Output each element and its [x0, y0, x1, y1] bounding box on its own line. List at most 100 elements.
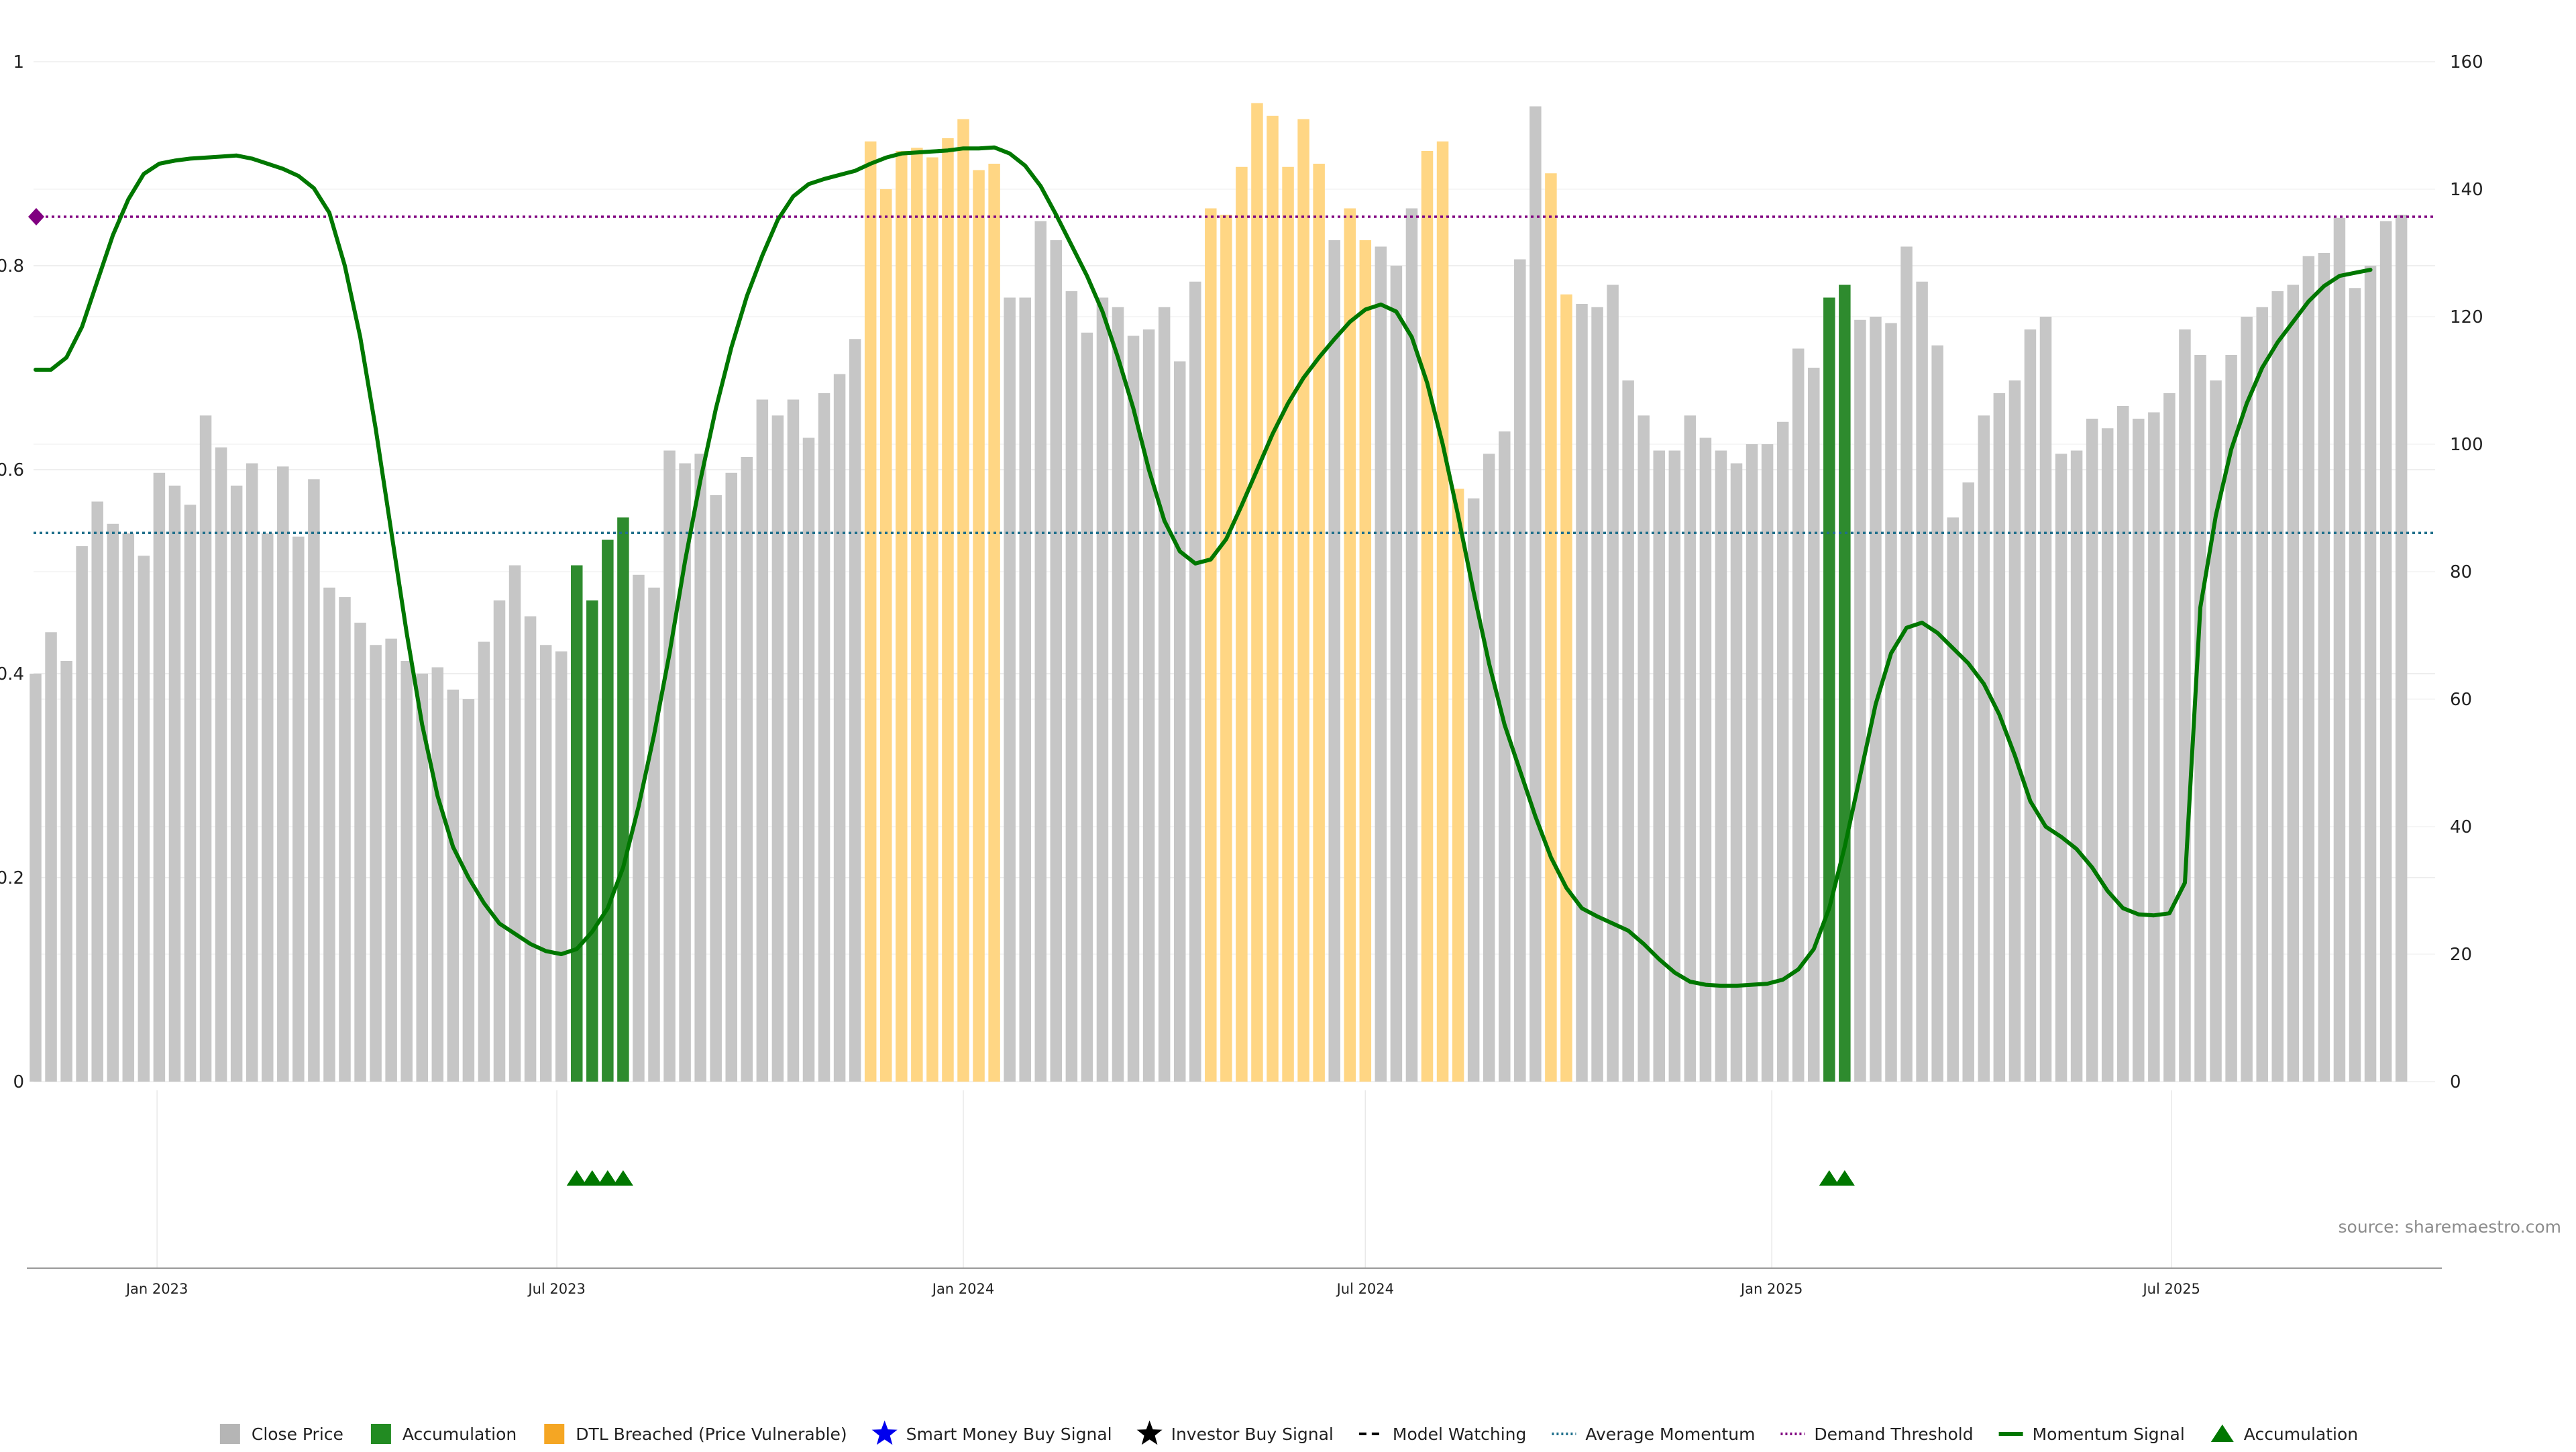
- price-bar: [1730, 463, 1743, 1082]
- price-bar: [1514, 259, 1526, 1082]
- date-tick-label: Jul 2025: [2141, 1281, 2200, 1297]
- price-bar: [1034, 221, 1046, 1082]
- price-bar: [138, 556, 150, 1082]
- price-bar: [2364, 266, 2377, 1082]
- star-icon: [1136, 1420, 1163, 1445]
- price-bar: [1653, 450, 1665, 1082]
- date-tick-label: Jul 2023: [527, 1281, 585, 1297]
- price-bar: [1313, 164, 1325, 1082]
- price-bar: [555, 651, 568, 1082]
- source-label: source: sharemaestro.com: [2339, 1217, 2562, 1237]
- price-bar: [539, 645, 552, 1082]
- price-bar: [60, 661, 72, 1082]
- price-bar: [1715, 450, 1727, 1082]
- legend-item: Smart Money Buy Signal: [871, 1420, 1112, 1445]
- price-bar: [1931, 345, 1943, 1082]
- date-tick-label: Jan 2025: [1739, 1281, 1803, 1297]
- price-bar: [1220, 215, 1232, 1082]
- price-bar: [1746, 444, 1758, 1082]
- right-axis-tick-label: 80: [2450, 562, 2472, 582]
- price-bar: [2024, 329, 2037, 1082]
- accumulation-marker: [1819, 1170, 1839, 1186]
- price-bar: [1792, 348, 1805, 1082]
- legend-item: Average Momentum: [1552, 1424, 1755, 1444]
- price-bar: [2287, 284, 2300, 1082]
- price-bar: [1096, 297, 1109, 1082]
- price-bar: [973, 170, 985, 1082]
- price-bar: [617, 517, 629, 1082]
- price-bar: [1808, 368, 1820, 1082]
- price-bar: [1962, 482, 1974, 1082]
- bars-layer: [30, 103, 2408, 1082]
- price-bar: [1885, 323, 1897, 1082]
- left-axis-tick-label: 0: [13, 1072, 24, 1092]
- price-bar: [802, 437, 815, 1082]
- accumulation-marker: [566, 1170, 587, 1186]
- price-bar: [2225, 355, 2237, 1082]
- price-bar: [2179, 329, 2191, 1082]
- legend-label: Demand Threshold: [1814, 1424, 1973, 1444]
- price-bar: [122, 533, 135, 1082]
- left-axis-tick-label: 0.2: [0, 868, 24, 888]
- price-bar: [1390, 266, 1403, 1082]
- star-icon: [871, 1420, 898, 1445]
- price-bar: [508, 565, 521, 1082]
- legend-label: Average Momentum: [1585, 1424, 1755, 1444]
- price-bar: [988, 164, 1000, 1082]
- axes-layer: 0 0.2 0.4 0.6 0.8 1 0 20 40 60 80 100 120 140 160 Jan 2…: [0, 52, 2483, 1297]
- price-bar: [1112, 307, 1124, 1082]
- price-bar: [2194, 355, 2206, 1082]
- date-tick-label: Jan 2023: [125, 1281, 189, 1297]
- right-axis-tick-label: 160: [2450, 52, 2483, 72]
- legend-item: Demand Threshold: [1780, 1424, 1974, 1444]
- price-bar: [1405, 208, 1418, 1082]
- price-bar: [926, 157, 938, 1082]
- price-bar: [1545, 173, 1557, 1082]
- price-bar: [741, 457, 753, 1082]
- accumulation-marker: [1834, 1170, 1855, 1186]
- price-bar: [1267, 115, 1279, 1082]
- price-bar: [1978, 415, 1990, 1082]
- price-bar: [1019, 297, 1031, 1082]
- right-axis-tick-label: 100: [2450, 435, 2483, 455]
- legend-item: Momentum Signal: [1998, 1424, 2185, 1444]
- price-bar: [199, 415, 212, 1082]
- lines-layer: [28, 145, 2435, 988]
- legend-item: DTL Breached (Price Vulnerable): [544, 1424, 847, 1444]
- date-tick-label: Jul 2024: [1336, 1281, 1394, 1297]
- price-bar: [2395, 215, 2408, 1082]
- price-bar: [2070, 450, 2083, 1082]
- legend-label: Accumulation: [402, 1424, 517, 1444]
- price-bar: [168, 485, 181, 1082]
- price-bar: [1483, 454, 1495, 1082]
- price-bar: [880, 189, 892, 1082]
- price-bar: [1359, 240, 1372, 1082]
- price-bar: [1282, 166, 1294, 1082]
- price-bar: [1761, 444, 1774, 1082]
- legend-label: DTL Breached (Price Vulnerable): [576, 1424, 847, 1444]
- left-axis-tick-label: 0.4: [0, 664, 24, 684]
- left-axis-tick-label: 0.6: [0, 460, 24, 480]
- square-icon: [544, 1424, 565, 1444]
- price-bar: [2148, 412, 2160, 1082]
- price-bar: [493, 600, 506, 1082]
- price-bar: [308, 479, 320, 1082]
- price-bar: [370, 645, 382, 1082]
- accumulation-marker: [582, 1170, 602, 1186]
- price-bar: [1776, 421, 1789, 1082]
- price-bar: [1916, 281, 1928, 1082]
- legend-item: Accumulation: [2210, 1424, 2358, 1444]
- price-bar: [911, 148, 923, 1082]
- price-bar: [2039, 317, 2052, 1082]
- price-bar: [1251, 103, 1263, 1082]
- price-bar: [1529, 106, 1542, 1082]
- price-bar: [1591, 307, 1603, 1082]
- price-bar: [896, 151, 908, 1082]
- price-bar: [45, 632, 57, 1082]
- price-bar: [107, 523, 119, 1082]
- price-bar: [1607, 284, 1619, 1082]
- price-bar: [2379, 221, 2392, 1082]
- price-bar: [2349, 288, 2361, 1082]
- price-bar: [416, 674, 428, 1082]
